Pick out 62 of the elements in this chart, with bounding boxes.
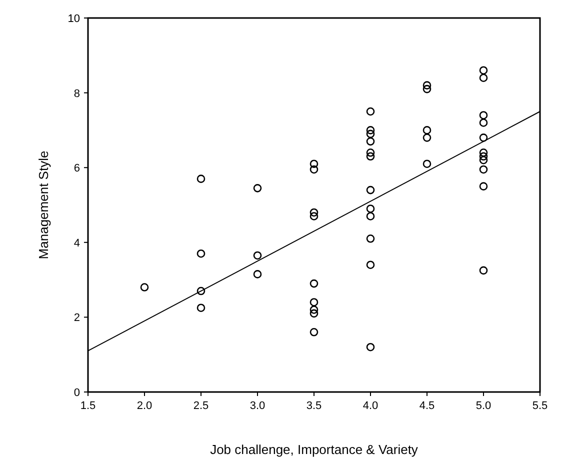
- point: [310, 160, 318, 168]
- point: [422, 126, 432, 134]
- point: [479, 74, 488, 82]
- point: [479, 66, 488, 75]
- point: [310, 212, 318, 220]
- y-tick-label: 2: [74, 312, 80, 324]
- point: [310, 328, 318, 336]
- x-tick-label: 1.5: [80, 400, 96, 412]
- point: [310, 309, 318, 318]
- x-tick-label: 5.5: [532, 400, 548, 412]
- point: [253, 184, 262, 192]
- point: [310, 306, 318, 314]
- point: [366, 152, 375, 161]
- point: [253, 270, 262, 278]
- point: [366, 107, 375, 116]
- point: [479, 182, 488, 190]
- point: [310, 165, 318, 174]
- point: [196, 249, 206, 258]
- point: [479, 118, 488, 127]
- point: [196, 174, 206, 183]
- y-tick-label: 10: [68, 13, 80, 25]
- y-axis-title: Management Style: [36, 150, 51, 260]
- x-tick-label: 5.0: [476, 400, 492, 412]
- point: [422, 160, 432, 168]
- point: [310, 298, 318, 306]
- y-tick-label: 6: [74, 162, 80, 175]
- point: [479, 148, 488, 157]
- point: [422, 81, 432, 90]
- point: [310, 279, 318, 288]
- point: [366, 148, 375, 157]
- point: [366, 212, 375, 220]
- point: [479, 165, 488, 174]
- point: [140, 283, 149, 292]
- point: [253, 251, 262, 260]
- y-tick-label: 4: [74, 237, 80, 250]
- y-tick-label: 8: [74, 88, 80, 100]
- x-tick-label: 3.5: [306, 400, 322, 412]
- point: [366, 342, 375, 352]
- x-tick-label: 3.0: [250, 400, 266, 412]
- point: [366, 126, 375, 134]
- x-tick-label: 2.5: [193, 400, 209, 412]
- point: [366, 260, 375, 269]
- point: [422, 84, 432, 94]
- point: [479, 111, 488, 120]
- y-tick-label: 0: [74, 387, 80, 399]
- point: [479, 266, 488, 275]
- x-tick-label: 2.0: [136, 400, 152, 412]
- point: [366, 137, 375, 146]
- point: [366, 186, 375, 194]
- point: [479, 156, 488, 164]
- x-tick-label: 4.5: [419, 400, 435, 412]
- point: [422, 134, 432, 142]
- point: [196, 304, 206, 312]
- point: [479, 152, 488, 161]
- point: [196, 286, 206, 296]
- point: [366, 234, 375, 243]
- x-axis-title: Job challenge, Importance & Variety: [210, 442, 418, 457]
- point: [366, 130, 375, 138]
- point: [479, 134, 488, 142]
- point: [310, 208, 318, 217]
- point: [366, 204, 375, 213]
- x-tick-label: 4.0: [362, 400, 378, 412]
